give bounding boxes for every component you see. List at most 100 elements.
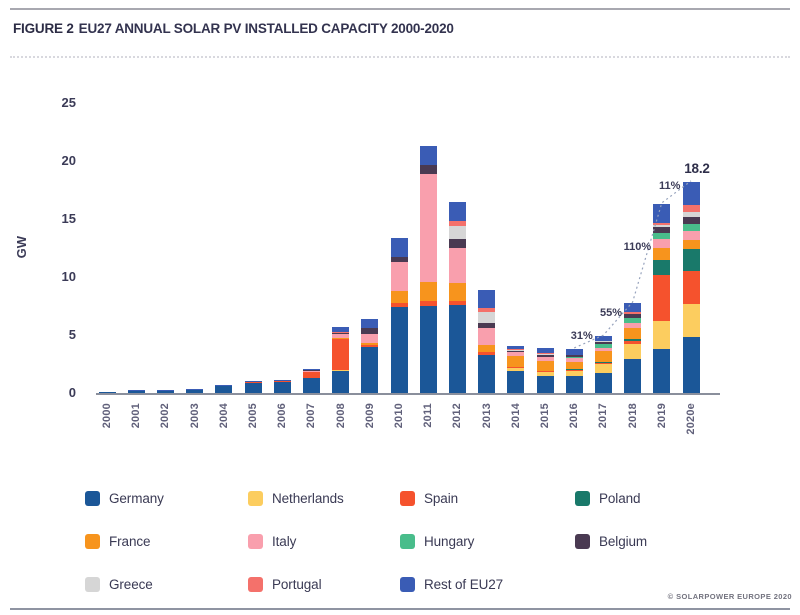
bar-segment-germany-2000 xyxy=(98,391,116,393)
x-tick-label-2011: 2011 xyxy=(422,403,435,428)
x-tick-label-2009: 2009 xyxy=(363,403,376,429)
y-tick-label: 25 xyxy=(61,95,76,110)
bar-segment-italy-2019 xyxy=(653,238,671,249)
bar-segment-belgium-2007 xyxy=(302,370,320,371)
bar-segment-belgium-2016 xyxy=(565,355,583,358)
bar-segment-italy-2016 xyxy=(565,358,583,363)
legend-label-italy: Italy xyxy=(272,533,297,549)
bar-segment-rest-of-eu27-2008 xyxy=(332,326,350,332)
x-tick-label-2016: 2016 xyxy=(568,403,581,429)
bar-segment-germany-2004 xyxy=(215,386,233,393)
bar-2011 xyxy=(419,145,437,393)
bar-segment-greece-2014 xyxy=(507,349,525,351)
bar-segment-germany-2011 xyxy=(419,306,437,393)
bar-segment-belgium-2009 xyxy=(361,328,379,334)
bar-segment-italy-2007 xyxy=(302,370,320,373)
figure-label: FIGURE 2 xyxy=(13,21,74,36)
bar-segment-portugal-2014 xyxy=(507,348,525,350)
x-tick-label-2012: 2012 xyxy=(451,403,464,429)
bar-segment-rest-of-eu27-2006 xyxy=(273,379,291,381)
bottom-rule xyxy=(10,608,790,610)
bar-segment-italy-2013 xyxy=(478,328,496,346)
bar-segment-rest-of-eu27-2011 xyxy=(419,145,437,165)
bar-segment-hungary-2016 xyxy=(565,357,583,359)
y-tick-label: 20 xyxy=(61,153,76,168)
bar-segment-germany-2002 xyxy=(156,390,174,393)
legend-item-germany: Germany xyxy=(85,490,248,506)
x-tick-label-2003: 2003 xyxy=(188,403,201,429)
legend-item-netherlands: Netherlands xyxy=(248,490,400,506)
bar-2001 xyxy=(127,390,145,393)
bar-segment-spain-2017 xyxy=(594,362,612,365)
legend-swatch-rest-of-eu27 xyxy=(400,576,415,592)
x-tick-label-2004: 2004 xyxy=(217,403,230,429)
bar-2010 xyxy=(390,237,408,393)
legend-label-greece: Greece xyxy=(109,576,153,592)
bar-2015 xyxy=(536,347,554,393)
bar-segment-france-2011 xyxy=(419,281,437,302)
bar-segment-rest-of-eu27-2019 xyxy=(653,204,671,223)
bar-segment-belgium-2003 xyxy=(186,389,204,391)
x-tick-label-2008: 2008 xyxy=(334,403,347,429)
bar-segment-france-2009 xyxy=(361,342,379,346)
bar-segment-rest-of-eu27-2009 xyxy=(361,318,379,329)
bar-segment-rest-of-eu27-2020e xyxy=(682,181,700,206)
bar-2003 xyxy=(186,388,204,393)
bar-segment-germany-2020e xyxy=(682,337,700,393)
y-tick-label: 0 xyxy=(68,385,76,400)
bar-segment-france-2010 xyxy=(390,290,408,303)
x-axis-line xyxy=(96,393,720,395)
bar-segment-belgium-2014 xyxy=(507,350,525,352)
bar-segment-portugal-2015 xyxy=(536,353,554,355)
legend-label-poland: Poland xyxy=(599,490,641,506)
top-rule xyxy=(10,8,790,10)
bar-segment-germany-2008 xyxy=(332,370,350,393)
x-tick-label-2013: 2013 xyxy=(480,403,493,429)
bar-segment-greece-2013 xyxy=(478,311,496,324)
bar-segment-netherlands-2008 xyxy=(332,370,350,371)
bar-segment-italy-2015 xyxy=(536,357,554,361)
x-tick-label-2002: 2002 xyxy=(159,403,172,429)
bar-segment-netherlands-2019 xyxy=(653,321,671,349)
bar-segment-italy-2011 xyxy=(419,173,437,282)
bar-segment-italy-2008 xyxy=(332,333,350,338)
growth-annotation-2017: 31% xyxy=(570,329,593,342)
bar-segment-belgium-2013 xyxy=(478,323,496,329)
bar-2016 xyxy=(565,348,583,393)
bar-segment-spain-2007 xyxy=(302,372,320,378)
x-tick-label-2019: 2019 xyxy=(655,403,668,429)
growth-annotation-2019: 110% xyxy=(623,240,652,253)
legend-swatch-france xyxy=(85,533,100,549)
copyright: © SOLARPOWER EUROPE 2020 xyxy=(667,592,792,601)
x-tick-label-2010: 2010 xyxy=(393,403,405,429)
bar-segment-netherlands-2016 xyxy=(565,370,583,376)
bar-segment-belgium-2015 xyxy=(536,355,554,357)
bar-segment-france-2020e xyxy=(682,239,700,250)
bar-2005 xyxy=(244,381,262,393)
bar-2002 xyxy=(156,390,174,393)
bar-segment-spain-2013 xyxy=(478,352,496,355)
bar-segment-germany-2012 xyxy=(448,304,466,393)
bar-segment-poland-2016 xyxy=(565,369,583,370)
bar-segment-spain-2010 xyxy=(390,302,408,308)
bar-segment-france-2014 xyxy=(507,356,525,367)
bar-segment-netherlands-2014 xyxy=(507,367,525,371)
bar-segment-germany-2009 xyxy=(361,346,379,393)
x-tick-label-2014: 2014 xyxy=(509,403,522,429)
legend-label-portugal: Portugal xyxy=(272,576,322,592)
bar-segment-germany-2010 xyxy=(390,307,408,393)
bar-2019 xyxy=(653,204,671,393)
bar-segment-rest-of-eu27-2018 xyxy=(624,303,642,313)
bar-segment-spain-2015 xyxy=(536,370,554,372)
bar-segment-spain-2012 xyxy=(448,301,466,305)
legend-item-france: France xyxy=(85,533,248,549)
legend-label-france: France xyxy=(109,533,151,549)
bar-segment-netherlands-2018 xyxy=(624,344,642,360)
figure-title: FIGURE 2 EU27 ANNUAL SOLAR PV INSTALLED C… xyxy=(13,21,454,36)
bar-segment-portugal-2012 xyxy=(448,221,466,227)
bar-segment-spain-2005 xyxy=(244,381,262,383)
bar-segment-netherlands-2015 xyxy=(536,371,554,376)
bar-segment-rest-of-eu27-2012 xyxy=(448,201,466,222)
bar-segment-italy-2014 xyxy=(507,351,525,357)
